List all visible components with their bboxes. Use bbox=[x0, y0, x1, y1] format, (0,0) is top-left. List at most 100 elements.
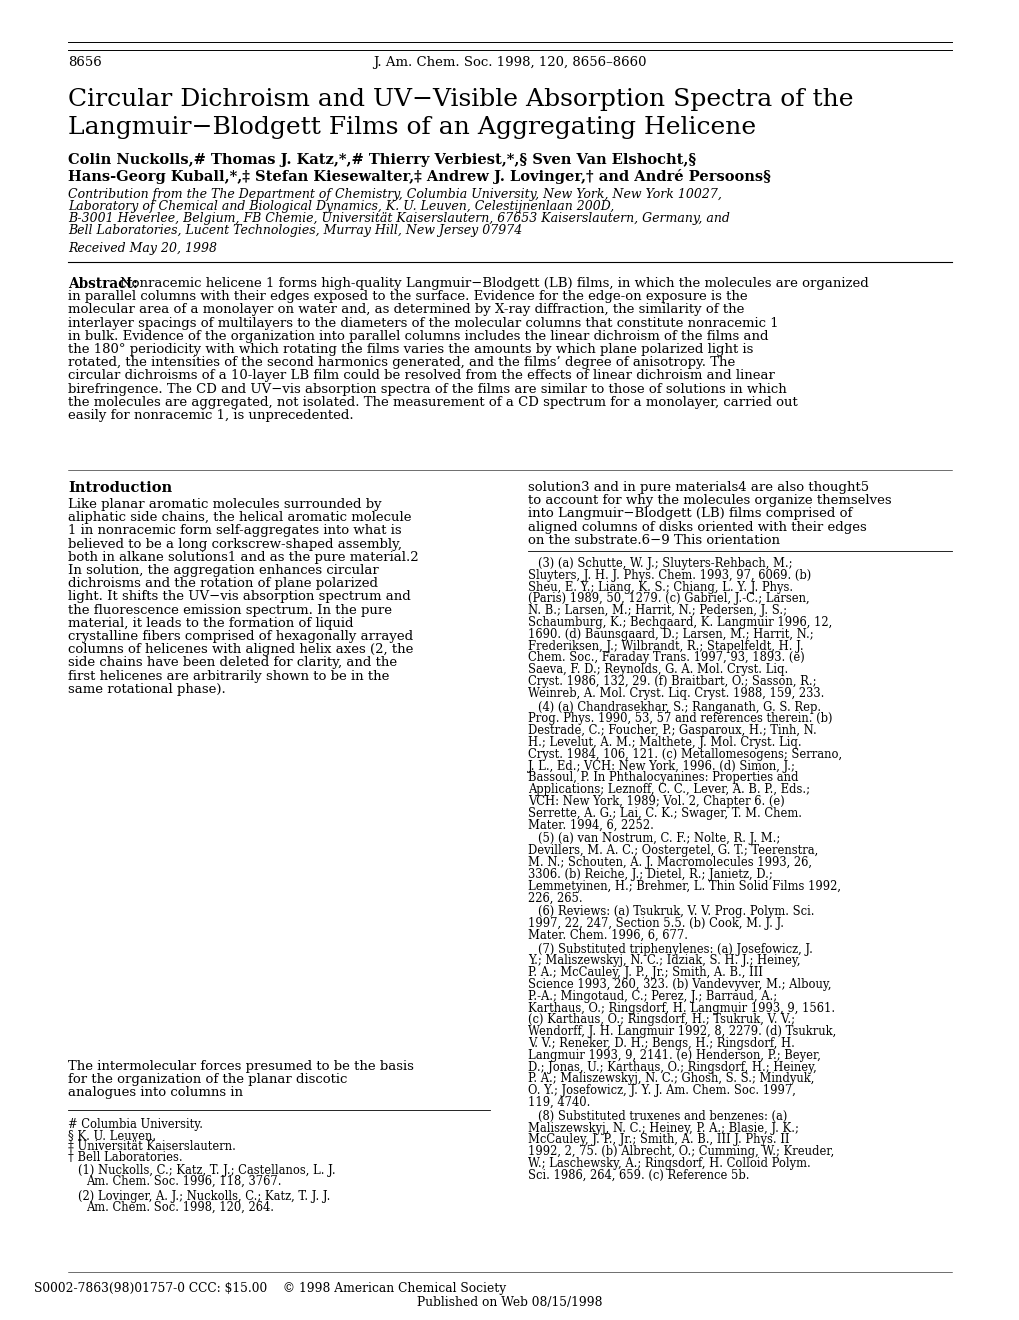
Text: † Bell Laboratories.: † Bell Laboratories. bbox=[68, 1151, 182, 1164]
Text: Mater. 1994, 6, 2252.: Mater. 1994, 6, 2252. bbox=[528, 818, 653, 832]
Text: Y.; Maliszewskyj, N. C.; Idziak, S. H. J.; Heiney,: Y.; Maliszewskyj, N. C.; Idziak, S. H. J… bbox=[528, 954, 800, 968]
Text: Cryst. 1986, 132, 29. (f) Braitbart, O.; Sasson, R.;: Cryst. 1986, 132, 29. (f) Braitbart, O.;… bbox=[528, 675, 815, 688]
Text: H.; Levelut, A. M.; Malthete, J. Mol. Cryst. Liq.: H.; Levelut, A. M.; Malthete, J. Mol. Cr… bbox=[528, 737, 801, 748]
Text: birefringence. The CD and UV−vis absorption spectra of the films are similar to : birefringence. The CD and UV−vis absorpt… bbox=[68, 383, 786, 396]
Text: circular dichroisms of a 10-layer LB film could be resolved from the effects of : circular dichroisms of a 10-layer LB fil… bbox=[68, 370, 774, 383]
Text: O. Y.; Josefowicz, J. Y. J. Am. Chem. Soc. 1997,: O. Y.; Josefowicz, J. Y. J. Am. Chem. So… bbox=[528, 1084, 795, 1097]
Text: Contribution from the The Department of Chemistry, Columbia University, New York: Contribution from the The Department of … bbox=[68, 187, 721, 201]
Text: the molecules are aggregated, not isolated. The measurement of a CD spectrum for: the molecules are aggregated, not isolat… bbox=[68, 396, 797, 409]
Text: Lemmetyinen, H.; Brehmer, L. Thin Solid Films 1992,: Lemmetyinen, H.; Brehmer, L. Thin Solid … bbox=[528, 879, 841, 892]
Text: VCH: New York, 1989; Vol. 2, Chapter 6. (e): VCH: New York, 1989; Vol. 2, Chapter 6. … bbox=[528, 795, 784, 808]
Text: material, it leads to the formation of liquid: material, it leads to the formation of l… bbox=[68, 616, 354, 630]
Text: Cryst. 1984, 106, 121. (c) Metallomesogens; Serrano,: Cryst. 1984, 106, 121. (c) Metallomesoge… bbox=[528, 748, 842, 760]
Text: (8) Substituted truxenes and benzenes: (a): (8) Substituted truxenes and benzenes: (… bbox=[537, 1110, 787, 1123]
Text: easily for nonracemic 1, is unprecedented.: easily for nonracemic 1, is unprecedente… bbox=[68, 409, 354, 422]
Text: (1) Nuckolls, C.; Katz, T. J.; Castellanos, L. J.: (1) Nuckolls, C.; Katz, T. J.; Castellan… bbox=[77, 1164, 335, 1177]
Text: 119, 4740.: 119, 4740. bbox=[528, 1096, 590, 1109]
Text: 1992, 2, 75. (b) Albrecht, O.; Cumming, W.; Kreuder,: 1992, 2, 75. (b) Albrecht, O.; Cumming, … bbox=[528, 1146, 834, 1158]
Text: Langmuir 1993, 9, 2141. (e) Henderson, P.; Beyer,: Langmuir 1993, 9, 2141. (e) Henderson, P… bbox=[528, 1049, 820, 1061]
Text: ‡ Universität Kaiserslautern.: ‡ Universität Kaiserslautern. bbox=[68, 1140, 235, 1152]
Text: # Columbia University.: # Columbia University. bbox=[68, 1118, 203, 1131]
Text: Karthaus, O.; Ringsdorf, H. Langmuir 1993, 9, 1561.: Karthaus, O.; Ringsdorf, H. Langmuir 199… bbox=[528, 1002, 835, 1015]
Text: columns of helicenes with aligned helix axes (2, the: columns of helicenes with aligned helix … bbox=[68, 643, 413, 656]
Text: on the substrate.6−9 This orientation: on the substrate.6−9 This orientation bbox=[528, 533, 780, 546]
Text: Am. Chem. Soc. 1998, 120, 264.: Am. Chem. Soc. 1998, 120, 264. bbox=[86, 1201, 274, 1214]
Text: analogues into columns in: analogues into columns in bbox=[68, 1086, 243, 1100]
Text: 3306. (b) Reiche, J.; Dietel, R.; Janietz, D.;: 3306. (b) Reiche, J.; Dietel, R.; Janiet… bbox=[528, 867, 772, 880]
Text: in parallel columns with their edges exposed to the surface. Evidence for the ed: in parallel columns with their edges exp… bbox=[68, 290, 747, 304]
Text: Am. Chem. Soc. 1996, 118, 3767.: Am. Chem. Soc. 1996, 118, 3767. bbox=[86, 1175, 281, 1188]
Text: Maliszewskyj, N. C.; Heiney, P. A.; Blasie, J. K.;: Maliszewskyj, N. C.; Heiney, P. A.; Blas… bbox=[528, 1122, 798, 1135]
Text: Sluyters, J. H. J. Phys. Chem. 1993, 97, 6069. (b): Sluyters, J. H. J. Phys. Chem. 1993, 97,… bbox=[528, 569, 810, 582]
Text: Abstract:: Abstract: bbox=[68, 277, 138, 290]
Text: side chains have been deleted for clarity, and the: side chains have been deleted for clarit… bbox=[68, 656, 396, 669]
Text: B-3001 Heverlee, Belgium, FB Chemie, Universität Kaiserslautern, 67653 Kaisersla: B-3001 Heverlee, Belgium, FB Chemie, Uni… bbox=[68, 213, 730, 224]
Text: (Paris) 1989, 50, 1279. (c) Gabriel, J.-C.; Larsen,: (Paris) 1989, 50, 1279. (c) Gabriel, J.-… bbox=[528, 593, 809, 606]
Text: Prog. Phys. 1990, 53, 57 and references therein. (b): Prog. Phys. 1990, 53, 57 and references … bbox=[528, 713, 832, 726]
Text: Chem. Soc., Faraday Trans. 1997, 93, 1893. (e): Chem. Soc., Faraday Trans. 1997, 93, 189… bbox=[528, 651, 804, 664]
Text: P. A.; McCauley, J. P., Jr.; Smith, A. B., III: P. A.; McCauley, J. P., Jr.; Smith, A. B… bbox=[528, 966, 762, 979]
Text: Applications; Leznoff, C. C., Lever, A. B. P., Eds.;: Applications; Leznoff, C. C., Lever, A. … bbox=[528, 783, 809, 796]
Text: solution3 and in pure materials4 are also thought5: solution3 and in pure materials4 are als… bbox=[528, 480, 868, 494]
Text: McCauley, J. P., Jr.; Smith, A. B., III J. Phys. II: McCauley, J. P., Jr.; Smith, A. B., III … bbox=[528, 1134, 789, 1146]
Text: Mater. Chem. 1996, 6, 677.: Mater. Chem. 1996, 6, 677. bbox=[528, 929, 688, 941]
Text: aligned columns of disks oriented with their edges: aligned columns of disks oriented with t… bbox=[528, 520, 866, 533]
Text: in bulk. Evidence of the organization into parallel columns includes the linear : in bulk. Evidence of the organization in… bbox=[68, 330, 767, 343]
Text: J. Am. Chem. Soc. 1998, 120, 8656–8660: J. Am. Chem. Soc. 1998, 120, 8656–8660 bbox=[373, 55, 646, 69]
Text: interlayer spacings of multilayers to the diameters of the molecular columns tha: interlayer spacings of multilayers to th… bbox=[68, 317, 777, 330]
Text: (4) (a) Chandrasekhar, S.; Ranganath, G. S. Rep.: (4) (a) Chandrasekhar, S.; Ranganath, G.… bbox=[537, 701, 820, 714]
Text: Bell Laboratories, Lucent Technologies, Murray Hill, New Jersey 07974: Bell Laboratories, Lucent Technologies, … bbox=[68, 224, 522, 238]
Text: W.; Laschewsky, A.; Ringsdorf, H. Colloid Polym.: W.; Laschewsky, A.; Ringsdorf, H. Colloi… bbox=[528, 1158, 810, 1170]
Text: 8656: 8656 bbox=[68, 55, 102, 69]
Text: In solution, the aggregation enhances circular: In solution, the aggregation enhances ci… bbox=[68, 564, 378, 577]
Text: believed to be a long corkscrew-shaped assembly,: believed to be a long corkscrew-shaped a… bbox=[68, 537, 401, 550]
Text: V. V.; Reneker, D. H.; Bengs, H.; Ringsdorf, H.: V. V.; Reneker, D. H.; Bengs, H.; Ringsd… bbox=[528, 1038, 794, 1049]
Text: Sci. 1986, 264, 659. (c) Reference 5b.: Sci. 1986, 264, 659. (c) Reference 5b. bbox=[528, 1168, 749, 1181]
Text: Sheu, E. Y.; Liang, K. S.; Chiang, L. Y. J. Phys.: Sheu, E. Y.; Liang, K. S.; Chiang, L. Y.… bbox=[528, 581, 793, 594]
Text: Wendorff, J. H. Langmuir 1992, 8, 2279. (d) Tsukruk,: Wendorff, J. H. Langmuir 1992, 8, 2279. … bbox=[528, 1026, 836, 1039]
Text: Weinreb, A. Mol. Cryst. Liq. Cryst. 1988, 159, 233.: Weinreb, A. Mol. Cryst. Liq. Cryst. 1988… bbox=[528, 686, 823, 700]
Text: Introduction: Introduction bbox=[68, 480, 172, 495]
Text: (7) Substituted triphenylenes: (a) Josefowicz, J.: (7) Substituted triphenylenes: (a) Josef… bbox=[537, 942, 812, 956]
Text: J. L., Ed.; VCH: New York, 1996. (d) Simon, J.;: J. L., Ed.; VCH: New York, 1996. (d) Sim… bbox=[528, 759, 795, 772]
Text: rotated, the intensities of the second harmonics generated, and the films’ degre: rotated, the intensities of the second h… bbox=[68, 356, 735, 370]
Text: first helicenes are arbitrarily shown to be in the: first helicenes are arbitrarily shown to… bbox=[68, 669, 389, 682]
Text: (2) Lovinger, A. J.; Nuckolls, C.; Katz, T. J. J.: (2) Lovinger, A. J.; Nuckolls, C.; Katz,… bbox=[77, 1191, 330, 1203]
Text: (6) Reviews: (a) Tsukruk, V. V. Prog. Polym. Sci.: (6) Reviews: (a) Tsukruk, V. V. Prog. Po… bbox=[537, 906, 814, 919]
Text: the fluorescence emission spectrum. In the pure: the fluorescence emission spectrum. In t… bbox=[68, 603, 391, 616]
Text: N. B.; Larsen, M.; Harrit, N.; Pedersen, J. S.;: N. B.; Larsen, M.; Harrit, N.; Pedersen,… bbox=[528, 605, 787, 618]
Text: Destrade, C.; Foucher, P.; Gasparoux, H.; Tinh, N.: Destrade, C.; Foucher, P.; Gasparoux, H.… bbox=[528, 725, 816, 737]
Text: 1 in nonracemic form self-aggregates into what is: 1 in nonracemic form self-aggregates int… bbox=[68, 524, 401, 537]
Text: The intermolecular forces presumed to be the basis: The intermolecular forces presumed to be… bbox=[68, 1060, 414, 1073]
Text: both in alkane solutions1 and as the pure material.2: both in alkane solutions1 and as the pur… bbox=[68, 550, 418, 564]
Text: crystalline fibers comprised of hexagonally arrayed: crystalline fibers comprised of hexagona… bbox=[68, 630, 413, 643]
Text: the 180° periodicity with which rotating the films varies the amounts by which p: the 180° periodicity with which rotating… bbox=[68, 343, 753, 356]
Text: Nonracemic helicene 1 forms high-quality Langmuir−Blodgett (LB) films, in which : Nonracemic helicene 1 forms high-quality… bbox=[120, 277, 868, 290]
Text: Science 1993, 260, 323. (b) Vandevyver, M.; Albouy,: Science 1993, 260, 323. (b) Vandevyver, … bbox=[528, 978, 830, 991]
Text: Bassoul, P. In Phthalocyanines: Properties and: Bassoul, P. In Phthalocyanines: Properti… bbox=[528, 771, 798, 784]
Text: Laboratory of Chemical and Biological Dynamics, K. U. Leuven, Celestijnenlaan 20: Laboratory of Chemical and Biological Dy… bbox=[68, 201, 613, 213]
Text: same rotational phase).: same rotational phase). bbox=[68, 682, 225, 696]
Text: Published on Web 08/15/1998: Published on Web 08/15/1998 bbox=[417, 1296, 602, 1309]
Text: Devillers, M. A. C.; Oostergetel, G. T.; Teerenstra,: Devillers, M. A. C.; Oostergetel, G. T.;… bbox=[528, 845, 817, 857]
Text: Saeva, F. D.; Reynolds, G. A. Mol. Cryst. Liq.: Saeva, F. D.; Reynolds, G. A. Mol. Cryst… bbox=[528, 663, 788, 676]
Text: dichroisms and the rotation of plane polarized: dichroisms and the rotation of plane pol… bbox=[68, 577, 378, 590]
Text: D.; Jonas, U.; Karthaus, O.; Ringsdorf, H.; Heiney,: D.; Jonas, U.; Karthaus, O.; Ringsdorf, … bbox=[528, 1060, 816, 1073]
Text: Colin Nuckolls,# Thomas J. Katz,*,# Thierry Verbiest,*,§ Sven Van Elshocht,§: Colin Nuckolls,# Thomas J. Katz,*,# Thie… bbox=[68, 153, 695, 168]
Text: Frederiksen, J.; Wilbrandt, R.; Stapelfeldt, H. J.: Frederiksen, J.; Wilbrandt, R.; Stapelfe… bbox=[528, 640, 803, 652]
Text: Received May 20, 1998: Received May 20, 1998 bbox=[68, 242, 217, 255]
Text: molecular area of a monolayer on water and, as determined by X-ray diffraction, : molecular area of a monolayer on water a… bbox=[68, 304, 744, 317]
Text: into Langmuir−Blodgett (LB) films comprised of: into Langmuir−Blodgett (LB) films compri… bbox=[528, 507, 852, 520]
Text: Schaumburg, K.; Bechgaard, K. Langmuir 1996, 12,: Schaumburg, K.; Bechgaard, K. Langmuir 1… bbox=[528, 616, 832, 630]
Text: 1690. (d) Baunsgaard, D.; Larsen, M.; Harrit, N.;: 1690. (d) Baunsgaard, D.; Larsen, M.; Ha… bbox=[528, 628, 813, 640]
Text: Serrette, A. G.; Lai, C. K.; Swager, T. M. Chem.: Serrette, A. G.; Lai, C. K.; Swager, T. … bbox=[528, 807, 801, 820]
Text: P. A.; Maliszewskyj, N. C.; Ghosh, S. S.; Mindyuk,: P. A.; Maliszewskyj, N. C.; Ghosh, S. S.… bbox=[528, 1072, 813, 1085]
Text: P.-A.; Mingotaud, C.; Perez, J.; Barraud, A.;: P.-A.; Mingotaud, C.; Perez, J.; Barraud… bbox=[528, 990, 776, 1003]
Text: § K. U. Leuven.: § K. U. Leuven. bbox=[68, 1129, 156, 1142]
Text: (3) (a) Schutte, W. J.; Sluyters-Rehbach, M.;: (3) (a) Schutte, W. J.; Sluyters-Rehbach… bbox=[537, 557, 792, 570]
Text: Hans-Georg Kuball,*,‡ Stefan Kiesewalter,‡ Andrew J. Lovinger,† and André Persoo: Hans-Georg Kuball,*,‡ Stefan Kiesewalter… bbox=[68, 169, 770, 183]
Text: for the organization of the planar discotic: for the organization of the planar disco… bbox=[68, 1073, 347, 1086]
Text: Circular Dichroism and UV−Visible Absorption Spectra of the: Circular Dichroism and UV−Visible Absorp… bbox=[68, 88, 853, 111]
Text: 1997, 22, 247, Section 5.5. (b) Cook, M. J. J.: 1997, 22, 247, Section 5.5. (b) Cook, M.… bbox=[528, 917, 784, 931]
Text: Langmuir−Blodgett Films of an Aggregating Helicene: Langmuir−Blodgett Films of an Aggregatin… bbox=[68, 116, 755, 139]
